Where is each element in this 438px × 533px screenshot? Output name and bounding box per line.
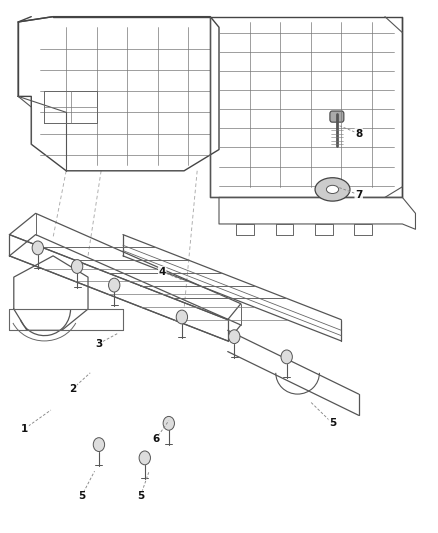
Text: 5: 5 <box>329 418 336 429</box>
Text: 4: 4 <box>159 267 166 277</box>
Ellipse shape <box>315 177 350 201</box>
Text: 8: 8 <box>355 128 362 139</box>
Text: 7: 7 <box>355 190 362 200</box>
Circle shape <box>163 416 174 430</box>
Text: 6: 6 <box>152 434 159 445</box>
Text: 2: 2 <box>69 384 76 394</box>
Circle shape <box>93 438 105 451</box>
Ellipse shape <box>326 185 339 193</box>
Circle shape <box>229 330 240 344</box>
Circle shape <box>139 451 150 465</box>
Circle shape <box>281 350 292 364</box>
Text: 5: 5 <box>137 491 144 501</box>
Text: 5: 5 <box>78 491 85 501</box>
FancyBboxPatch shape <box>330 111 344 122</box>
Text: 1: 1 <box>21 424 28 434</box>
Circle shape <box>176 310 187 324</box>
Circle shape <box>109 278 120 292</box>
Circle shape <box>32 241 43 255</box>
Text: 3: 3 <box>95 338 102 349</box>
Circle shape <box>71 260 83 273</box>
